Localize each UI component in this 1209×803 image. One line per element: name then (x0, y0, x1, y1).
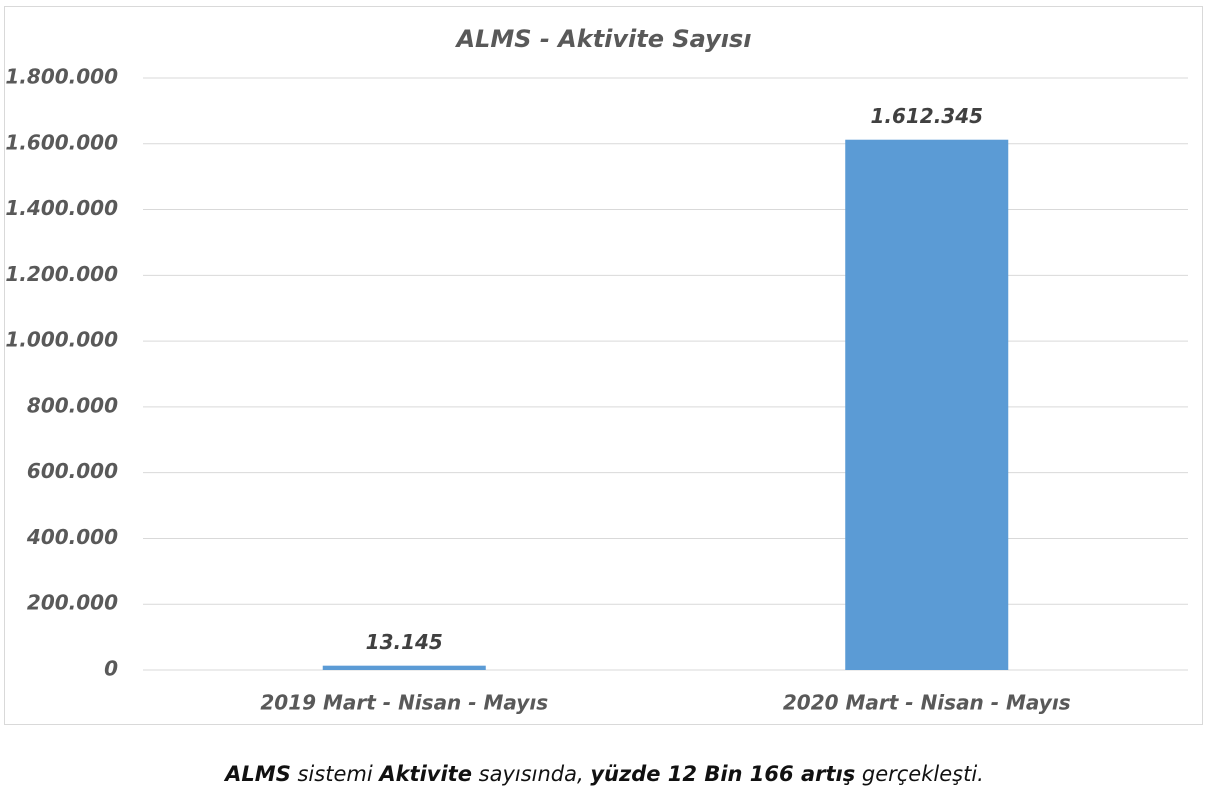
y-tick-label: 1.400.000 (5, 196, 118, 220)
caption-part: gerçekleşti. (855, 762, 984, 786)
caption-part: sayısında, (471, 762, 591, 786)
x-tick-label: 2020 Mart - Nisan - Mayıs (783, 691, 1071, 715)
caption: ALMS sistemi Aktivite sayısında, yüzde 1… (0, 762, 1209, 786)
caption-part: yüzde 12 Bin 166 artış (590, 762, 856, 786)
y-tick-label: 200.000 (27, 591, 118, 615)
y-tick-label: 0 (104, 657, 118, 681)
caption-part: sistemi (290, 762, 380, 786)
bar (845, 139, 1009, 670)
y-tick-label: 1.000.000 (5, 328, 118, 352)
y-tick-label: 400.000 (26, 525, 118, 549)
chart-title: ALMS - Aktivite Sayısı (454, 25, 751, 53)
y-tick-label: 600.000 (27, 459, 118, 483)
bar (322, 665, 486, 670)
y-tick-label: 1.800.000 (5, 65, 118, 89)
y-tick-label: 800.000 (27, 393, 118, 417)
caption-part: ALMS (225, 762, 291, 786)
value-label: 1.612.345 (870, 104, 983, 128)
y-tick-label: 1.600.000 (5, 130, 118, 154)
chart-frame (4, 6, 1203, 725)
x-tick-label: 2019 Mart - Nisan - Mayıs (260, 691, 548, 715)
chart: ALMS - Aktivite Sayısı 0 200.000 400.000 60… (4, 6, 1203, 725)
y-tick-label: 1.200.000 (5, 262, 118, 286)
value-label: 13.145 (366, 630, 443, 654)
caption-part: Aktivite (379, 762, 472, 786)
